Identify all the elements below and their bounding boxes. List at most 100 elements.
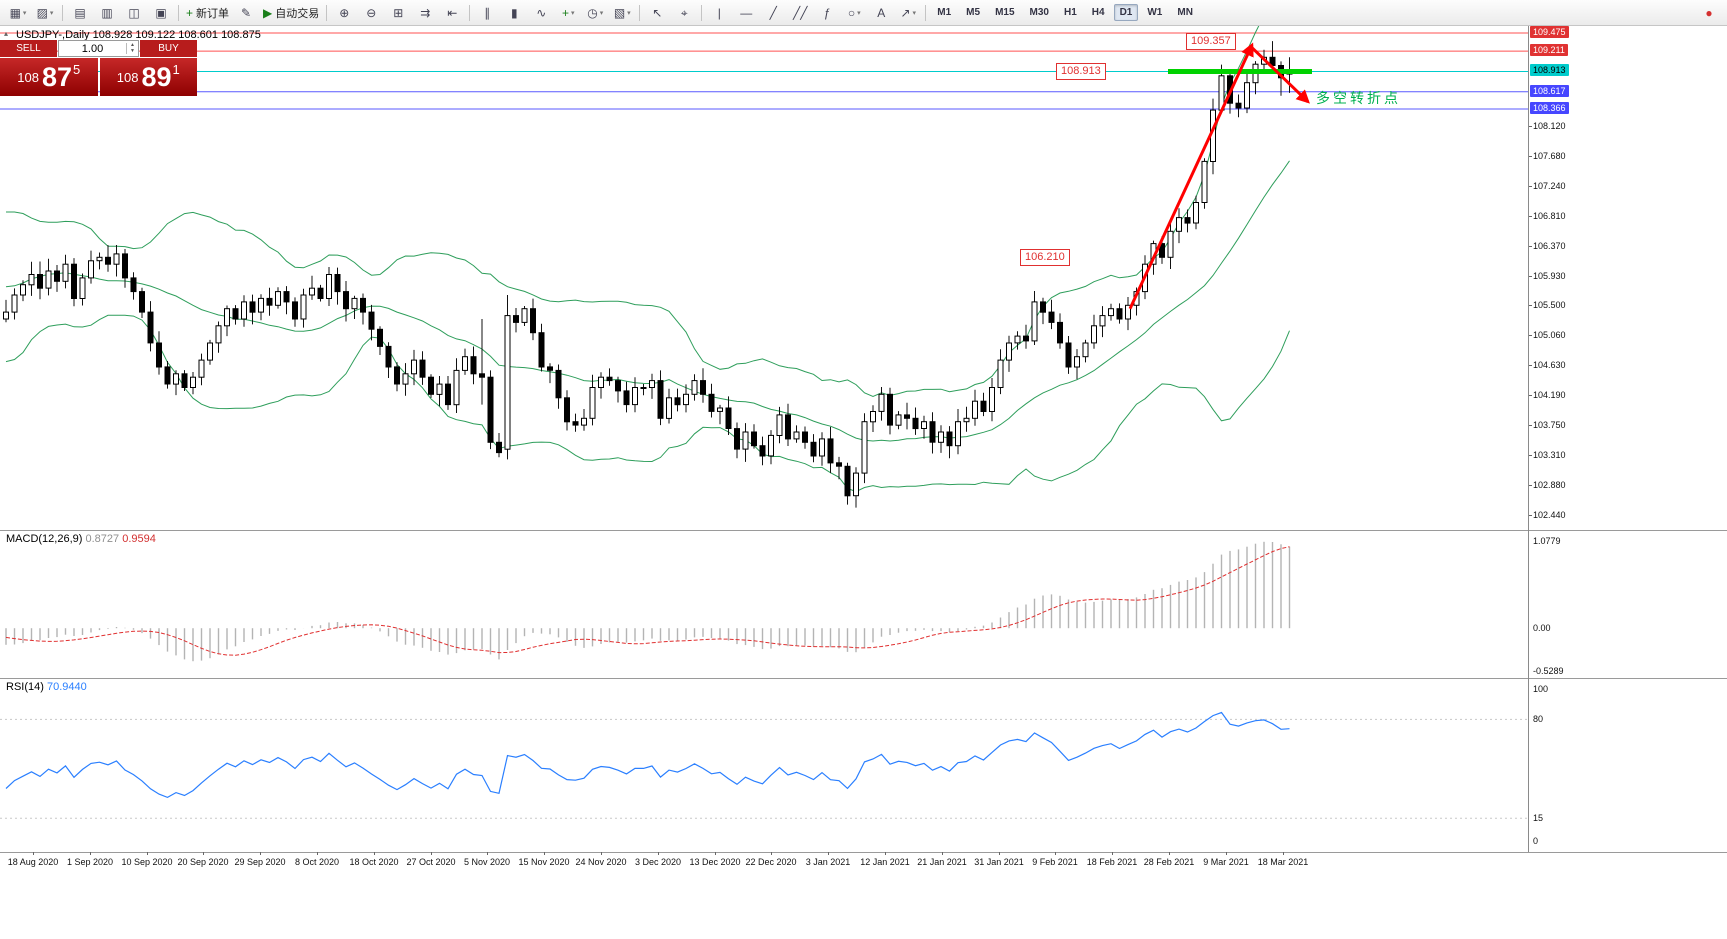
horizontal-line-tool-icon[interactable]: — bbox=[733, 3, 759, 23]
rsi-value: 70.9440 bbox=[46, 681, 87, 693]
date-axis-tick bbox=[203, 852, 204, 855]
date-axis-label: 18 Mar 2021 bbox=[1257, 857, 1309, 867]
date-axis-tick bbox=[147, 852, 148, 855]
date-axis[interactable]: 18 Aug 2020 1 Sep 2020 10 Sep 2020 20 Sep 2… bbox=[0, 852, 1528, 874]
fibonacci-tool-icon[interactable]: ƒ bbox=[814, 3, 840, 23]
shapes-tool-icon[interactable]: ○ ▾ bbox=[841, 3, 867, 23]
terminal-icon[interactable]: ▣ bbox=[148, 3, 174, 23]
date-axis-label: 12 Jan 2021 bbox=[860, 857, 910, 867]
volume-value: 1.00 bbox=[81, 42, 104, 55]
macd-canvas[interactable] bbox=[0, 531, 1528, 678]
periods-caret-icon[interactable]: ▾ bbox=[599, 9, 604, 17]
shapes-tool-caret-icon[interactable]: ▾ bbox=[857, 9, 861, 17]
toolbar-separator bbox=[639, 4, 641, 21]
trendline-tool-icon[interactable]: ╱ bbox=[760, 3, 786, 23]
metaeditor-icon: ✎ bbox=[240, 5, 252, 20]
line-chart-mode-icon[interactable]: ∿ bbox=[528, 3, 554, 23]
arrows-tool-caret-icon[interactable]: ▾ bbox=[912, 9, 917, 17]
buy-button[interactable]: BUY bbox=[140, 40, 197, 57]
zoom-out-icon[interactable]: ⊖ bbox=[358, 3, 384, 23]
sell-button[interactable]: SELL bbox=[0, 40, 57, 57]
notification-icon[interactable]: ● bbox=[1696, 3, 1722, 23]
toolbar-separator bbox=[925, 4, 927, 21]
rsi-panel-separator[interactable] bbox=[0, 678, 1727, 679]
macd-name: MACD(12,26,9) bbox=[6, 533, 83, 545]
price-axis-label: 105.930 bbox=[1533, 271, 1566, 281]
channel-tool-icon[interactable]: ╱╱ bbox=[787, 3, 813, 23]
metaeditor-icon[interactable]: ✎ bbox=[233, 3, 259, 23]
channel-tool-icon: ╱╱ bbox=[793, 5, 808, 20]
chart-shift-icon[interactable]: ⇤ bbox=[439, 3, 465, 23]
timeframe-h1-button[interactable]: H1 bbox=[1063, 7, 1077, 18]
rsi-label: RSI(14) 70.9440 bbox=[6, 681, 87, 693]
navigator-icon[interactable]: ◫ bbox=[121, 3, 147, 23]
price-axis-tick bbox=[1528, 156, 1532, 157]
templates-icon[interactable]: ▧ ▾ bbox=[609, 3, 635, 23]
crosshair-tool-icon[interactable]: ⌖ bbox=[671, 3, 697, 23]
date-axis-label: 18 Feb 2021 bbox=[1086, 857, 1138, 867]
spinner-up-icon[interactable]: ▲ bbox=[130, 42, 135, 48]
navigator-icon: ◫ bbox=[128, 5, 140, 20]
price-callout-label[interactable]: 109.357 bbox=[1186, 33, 1236, 50]
indicators-add-caret-icon[interactable]: ▾ bbox=[571, 9, 575, 17]
vertical-line-tool-icon[interactable]: | bbox=[706, 3, 732, 23]
date-axis-tick bbox=[828, 852, 829, 855]
volume-field[interactable]: 1.00 ▲ ▼ bbox=[58, 40, 139, 57]
date-axis-label: 3 Dec 2020 bbox=[634, 857, 682, 867]
toolbar-separator bbox=[62, 4, 63, 21]
timeframe-m30-button[interactable]: M30 bbox=[1029, 7, 1049, 18]
autotrading-button[interactable]: ▶ 自动交易 bbox=[260, 3, 322, 23]
macd-panel-separator[interactable] bbox=[0, 530, 1727, 531]
new-order-button[interactable]: + 新订单 bbox=[183, 3, 232, 23]
templates-caret-icon[interactable]: ▾ bbox=[627, 9, 631, 17]
periods-icon[interactable]: ◷ ▾ bbox=[582, 3, 608, 23]
candlestick-mode-icon[interactable]: ▮ bbox=[501, 3, 527, 23]
price-axis-tick bbox=[1528, 186, 1532, 187]
volume-spinner[interactable]: ▲ ▼ bbox=[126, 42, 138, 54]
bull-bear-turning-point-note[interactable]: 多空转折点 bbox=[1316, 90, 1401, 106]
zoom-in-icon[interactable]: ⊕ bbox=[331, 3, 357, 23]
bar-chart-mode-icon[interactable]: ∥ bbox=[474, 3, 500, 23]
tile-windows-icon: ⊞ bbox=[393, 5, 404, 20]
cursor-tool-icon[interactable]: ↖ bbox=[644, 3, 670, 23]
spinner-down-icon[interactable]: ▼ bbox=[130, 47, 135, 54]
timeframe-m5-button[interactable]: M5 bbox=[966, 7, 981, 18]
terminal-icon: ▣ bbox=[155, 5, 167, 20]
buy-price[interactable]: 108 89 1 bbox=[99, 58, 197, 96]
new-chart-caret-icon[interactable]: ▾ bbox=[22, 9, 27, 17]
timeframe-mn-button[interactable]: MN bbox=[1177, 7, 1193, 18]
date-axis-tick bbox=[1283, 852, 1284, 855]
price-axis-tick bbox=[1528, 425, 1532, 426]
sell-price[interactable]: 108 87 5 bbox=[0, 58, 98, 96]
one-click-collapse-icon[interactable]: ▴ bbox=[4, 29, 9, 38]
profiles-icon[interactable]: ▨ ▾ bbox=[32, 3, 58, 23]
autotrading-label: 自动交易 bbox=[275, 7, 320, 20]
auto-scroll-icon[interactable]: ⇉ bbox=[412, 3, 438, 23]
market-watch-icon[interactable]: ▤ bbox=[67, 3, 93, 23]
timeframe-m1-button[interactable]: M1 bbox=[937, 7, 952, 18]
buy-price-figure: 108 bbox=[116, 69, 139, 85]
price-callout-label[interactable]: 108.913 bbox=[1056, 63, 1106, 80]
date-axis-label: 29 Sep 2020 bbox=[234, 857, 286, 867]
arrows-tool-icon[interactable]: ↗ ▾ bbox=[895, 3, 921, 23]
indicators-add-icon[interactable]: + ▾ bbox=[555, 3, 581, 23]
timeframe-h4-button[interactable]: H4 bbox=[1091, 7, 1105, 18]
tile-windows-icon[interactable]: ⊞ bbox=[385, 3, 411, 23]
price-callout-label[interactable]: 106.210 bbox=[1020, 249, 1070, 266]
new-chart-icon[interactable]: ▦ ▾ bbox=[5, 3, 31, 23]
chart-shift-icon: ⇤ bbox=[447, 5, 458, 20]
price-level-box: 109.475 bbox=[1530, 26, 1569, 38]
text-tool-icon: A bbox=[877, 5, 886, 20]
price-axis-label: 106.810 bbox=[1533, 211, 1566, 221]
timeframe-w1-button[interactable]: W1 bbox=[1147, 7, 1163, 18]
profiles-caret-icon[interactable]: ▾ bbox=[49, 9, 54, 17]
timeframe-d1-button[interactable]: D1 bbox=[1113, 4, 1139, 21]
horizontal-line-tool-icon: — bbox=[740, 5, 753, 20]
main-chart-canvas[interactable] bbox=[0, 26, 1528, 530]
price-level-box: 109.211 bbox=[1530, 44, 1568, 56]
text-tool-icon[interactable]: A bbox=[868, 3, 894, 23]
data-window-icon[interactable]: ▥ bbox=[94, 3, 120, 23]
timeframe-m15-button[interactable]: M15 bbox=[995, 7, 1015, 18]
rsi-canvas[interactable] bbox=[0, 679, 1528, 852]
vertical-line-tool-icon: | bbox=[717, 5, 721, 20]
